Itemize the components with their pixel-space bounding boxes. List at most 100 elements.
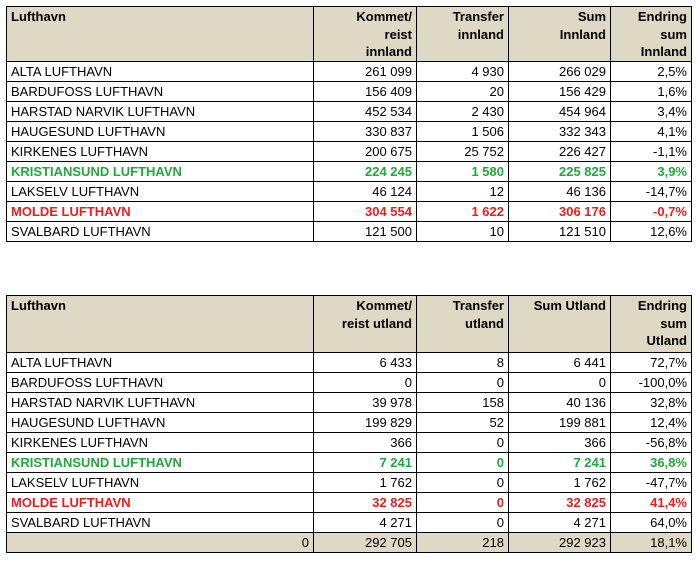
table-row: KRISTIANSUND LUFTHAVN 224 245 1 580 225 825…	[6, 161, 692, 182]
kommet-reist-cell: 46 124	[313, 181, 417, 202]
sum-cell: 32 825	[508, 492, 611, 513]
header-lufthavn: Lufthavn	[6, 6, 314, 62]
utland-table: Lufthavn Kommet/ reist utland Transfer u…	[6, 295, 692, 553]
airport-name-cell: SVALBARD LUFTHAVN	[6, 512, 314, 533]
endring-cell: 64,0%	[610, 512, 692, 533]
sum-cell: 7 241	[508, 452, 611, 473]
sum-cell: 454 964	[508, 101, 611, 122]
table-row: KIRKENES LUFTHAVN 366 0 366 -56,8%	[6, 432, 692, 453]
sum-cell: 266 029	[508, 61, 611, 82]
table-row: ALTA LUFTHAVN 6 433 8 6 441 72,7%	[6, 352, 692, 373]
sum-cell: 1 762	[508, 472, 611, 493]
sum-cell: 121 510	[508, 221, 611, 242]
kommet-reist-cell: 330 837	[313, 121, 417, 142]
transfer-cell: 0	[416, 472, 509, 493]
table-row: MOLDE LUFTHAVN 304 554 1 622 306 176 -0,7%	[6, 201, 692, 222]
transfer-cell: 12	[416, 181, 509, 202]
sum-cell: 4 271	[508, 512, 611, 533]
endring-cell: -56,8%	[610, 432, 692, 453]
endring-cell: -14,7%	[610, 181, 692, 202]
sum-cell: 332 343	[508, 121, 611, 142]
airport-name-cell: MOLDE LUFTHAVN	[6, 492, 314, 513]
endring-cell: 3,4%	[610, 101, 692, 122]
airport-name-cell: SVALBARD LUFTHAVN	[6, 221, 314, 242]
header-line: Kommet/ reist innland	[356, 9, 412, 59]
endring-cell: 36,8%	[610, 452, 692, 473]
endring-cell: -0,7%	[610, 201, 692, 222]
endring-cell: 32,8%	[610, 392, 692, 413]
endring-cell: 3,9%	[610, 161, 692, 182]
kommet-reist-cell: 261 099	[313, 61, 417, 82]
endring-cell: 4,1%	[610, 121, 692, 142]
total-kommet-cell: 292 705	[313, 532, 417, 553]
endring-cell: 2,5%	[610, 61, 692, 82]
transfer-cell: 1 580	[416, 161, 509, 182]
header-transfer-utland: Transfer utland	[416, 295, 509, 353]
kommet-reist-cell: 32 825	[313, 492, 417, 513]
kommet-reist-cell: 366	[313, 432, 417, 453]
endring-cell: 1,6%	[610, 81, 692, 102]
table-row: MOLDE LUFTHAVN 32 825 0 32 825 41,4%	[6, 492, 692, 513]
header-line: Endring sum Innland	[637, 9, 687, 59]
airport-name-cell: ALTA LUFTHAVN	[6, 352, 314, 373]
transfer-cell: 1 506	[416, 121, 509, 142]
transfer-cell: 0	[416, 372, 509, 393]
transfer-cell: 52	[416, 412, 509, 433]
kommet-reist-cell: 4 271	[313, 512, 417, 533]
endring-cell: 41,4%	[610, 492, 692, 513]
header-line: Endring sum Utland	[637, 298, 687, 348]
transfer-cell: 2 430	[416, 101, 509, 122]
total-label-cell: 0	[6, 532, 314, 553]
header-line: Kommet/ reist utland	[341, 298, 412, 331]
table-row: LAKSELV LUFTHAVN 1 762 0 1 762 -47,7%	[6, 472, 692, 493]
header-line: Transfer innland	[452, 9, 504, 42]
kommet-reist-cell: 0	[313, 372, 417, 393]
utland-header-row: Lufthavn Kommet/ reist utland Transfer u…	[6, 295, 692, 353]
sum-cell: 6 441	[508, 352, 611, 373]
table-row: SVALBARD LUFTHAVN 121 500 10 121 510 12,6%	[6, 221, 692, 242]
transfer-cell: 4 930	[416, 61, 509, 82]
airport-name-cell: KIRKENES LUFTHAVN	[6, 432, 314, 453]
airport-name-cell: BARDUFOSS LUFTHAVN	[6, 81, 314, 102]
header-lufthavn: Lufthavn	[6, 295, 314, 353]
sum-cell: 199 881	[508, 412, 611, 433]
airport-name-cell: MOLDE LUFTHAVN	[6, 201, 314, 222]
kommet-reist-cell: 6 433	[313, 352, 417, 373]
airport-name-cell: KRISTIANSUND LUFTHAVN	[6, 452, 314, 473]
transfer-cell: 0	[416, 492, 509, 513]
transfer-cell: 8	[416, 352, 509, 373]
header-sum-utland: Sum Utland	[508, 295, 611, 353]
total-row: 0 292 705 218 292 923 18,1%	[6, 532, 692, 553]
sum-cell: 0	[508, 372, 611, 393]
endring-cell: -47,7%	[610, 472, 692, 493]
header-kommet-reist-utland: Kommet/ reist utland	[313, 295, 417, 353]
endring-cell: -1,1%	[610, 141, 692, 162]
kommet-reist-cell: 121 500	[313, 221, 417, 242]
sum-cell: 40 136	[508, 392, 611, 413]
transfer-cell: 0	[416, 452, 509, 473]
airport-name-cell: HAUGESUND LUFTHAVN	[6, 412, 314, 433]
total-endring-cell: 18,1%	[610, 532, 692, 553]
transfer-cell: 0	[416, 432, 509, 453]
kommet-reist-cell: 304 554	[313, 201, 417, 222]
table-row: HAUGESUND LUFTHAVN 330 837 1 506 332 343 4,1…	[6, 121, 692, 142]
airport-name-cell: KRISTIANSUND LUFTHAVN	[6, 161, 314, 182]
header-transfer-innland: Transfer innland	[416, 6, 509, 62]
transfer-cell: 25 752	[416, 141, 509, 162]
innland-header-row: Lufthavn Kommet/ reist innland Transfer …	[6, 6, 692, 62]
airport-name-cell: HARSTAD NARVIK LUFTHAVN	[6, 392, 314, 413]
sum-cell: 366	[508, 432, 611, 453]
sum-cell: 46 136	[508, 181, 611, 202]
header-line: Sum Utland	[533, 298, 606, 313]
sum-cell: 226 427	[508, 141, 611, 162]
kommet-reist-cell: 7 241	[313, 452, 417, 473]
total-transfer-cell: 218	[416, 532, 509, 553]
header-endring-sum-innland: Endring sum Innland	[610, 6, 692, 62]
kommet-reist-cell: 1 762	[313, 472, 417, 493]
airport-name-cell: LAKSELV LUFTHAVN	[6, 181, 314, 202]
kommet-reist-cell: 39 978	[313, 392, 417, 413]
sum-cell: 306 176	[508, 201, 611, 222]
transfer-cell: 10	[416, 221, 509, 242]
transfer-cell: 0	[416, 512, 509, 533]
transfer-cell: 158	[416, 392, 509, 413]
